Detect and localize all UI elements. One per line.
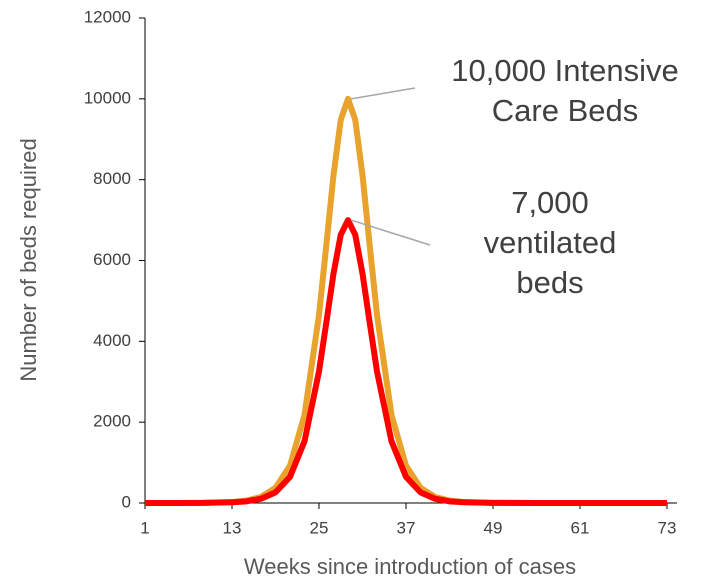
x-tick-label: 49 bbox=[484, 518, 503, 537]
y-tick-label: 12000 bbox=[84, 7, 131, 26]
x-tick-label: 61 bbox=[571, 518, 590, 537]
series-line bbox=[145, 95, 667, 506]
annotation-text: ventilated bbox=[484, 225, 617, 260]
x-tick-label: 37 bbox=[397, 518, 416, 537]
annotation-leader bbox=[350, 219, 431, 246]
x-tick-label: 13 bbox=[223, 518, 242, 537]
x-tick-label: 1 bbox=[140, 518, 149, 537]
y-tick-label: 0 bbox=[122, 492, 131, 511]
annotation-text: 7,000 bbox=[511, 185, 589, 220]
x-tick-label: 25 bbox=[310, 518, 329, 537]
series-line bbox=[145, 217, 667, 506]
y-tick-label: 4000 bbox=[93, 331, 131, 350]
annotation-text: beds bbox=[516, 265, 583, 300]
y-tick-label: 2000 bbox=[93, 412, 131, 431]
y-tick-label: 10000 bbox=[84, 88, 131, 107]
y-tick-label: 6000 bbox=[93, 250, 131, 269]
y-tick-label: 8000 bbox=[93, 169, 131, 188]
x-axis-label: Weeks since introduction of cases bbox=[244, 554, 576, 579]
annotation-text: Care Beds bbox=[492, 93, 638, 128]
annotation-text: 10,000 Intensive bbox=[451, 53, 679, 88]
y-axis-label: Number of beds required bbox=[16, 138, 41, 381]
x-tick-label: 73 bbox=[658, 518, 677, 537]
annotation-leader bbox=[350, 87, 416, 100]
